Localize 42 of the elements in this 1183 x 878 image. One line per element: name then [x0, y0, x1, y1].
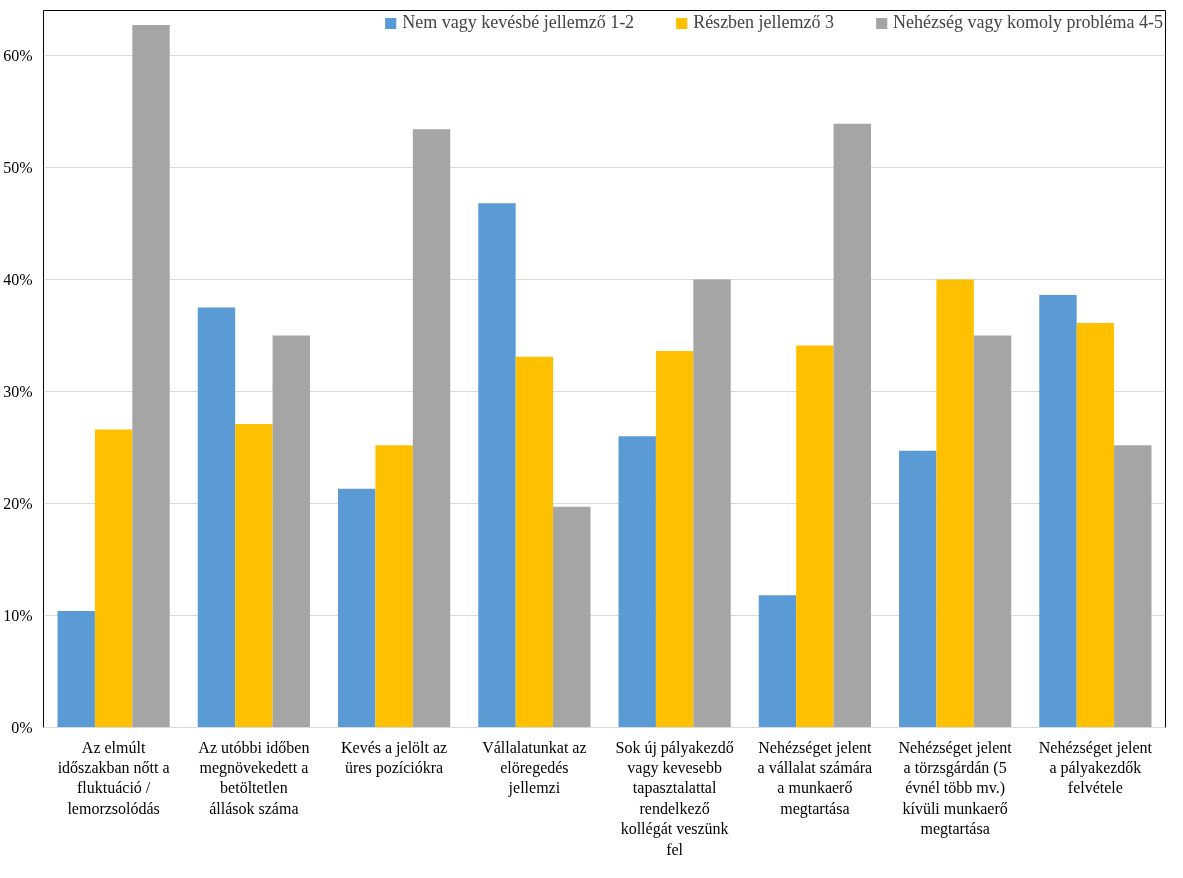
- bar: [338, 488, 376, 728]
- bar: [1039, 295, 1077, 728]
- bar: [94, 429, 133, 728]
- bar: [693, 279, 731, 728]
- bar: [936, 279, 974, 728]
- bar: [478, 203, 516, 728]
- bar: [1076, 323, 1115, 728]
- bar: [57, 610, 95, 728]
- bar: [758, 595, 797, 728]
- x-tick-label: Az utóbbi időben megnövekedett a betöltetlen állások száma: [198, 738, 310, 817]
- legend-label: Nehézség vagy komoly probléma 4-5: [893, 12, 1163, 33]
- bar: [1114, 445, 1152, 728]
- x-tick-label: Nehézséget jelent a törzsgárdán (5 évnél több mv.) kívüli munkaerő megtartása: [898, 738, 1013, 839]
- y-tick-label: 40%: [3, 270, 33, 288]
- y-tick-label: 0%: [11, 719, 33, 736]
- bar: [618, 436, 656, 728]
- x-tick-label: Vállalatunkat az elöregedés jellemzi: [482, 738, 587, 798]
- legend-label: Nem vagy kevésbé jellemző 1-2: [402, 12, 635, 33]
- x-tick-label: Az elmúlt időszakban nőtt a fluktuáció / lemorzsolódás: [57, 738, 170, 817]
- y-tick-label: 20%: [3, 494, 33, 512]
- bar: [375, 445, 413, 728]
- y-tick-label: 50%: [3, 158, 33, 176]
- bar: [132, 25, 170, 728]
- bar: [412, 129, 451, 728]
- bar: [796, 345, 834, 728]
- y-tick-label: 60%: [3, 46, 33, 64]
- x-tick-label: Sok új pályakezdő vagy kevesebb tapasztalattal rendelkező kollégát veszünk fel: [615, 738, 734, 858]
- bar: [272, 335, 310, 728]
- x-tick-label: Kevés a jelölt az üres pozíciókra: [341, 738, 448, 777]
- bar: [515, 356, 554, 728]
- bar: [899, 450, 937, 728]
- bar: [973, 335, 1012, 728]
- bar: [553, 506, 591, 728]
- bar: [197, 307, 236, 728]
- bar: [235, 423, 273, 728]
- legend-label: Részben jellemző 3: [693, 12, 835, 33]
- x-tick-label: Nehézséget jelent a vállalat számára a munkaerő megtartása: [757, 738, 873, 818]
- y-tick-label: 10%: [3, 606, 33, 624]
- bar: [655, 351, 694, 728]
- x-tick-label: Nehézséget jelent a pályakezdők felvétele: [1038, 738, 1153, 797]
- y-tick-label: 30%: [3, 382, 33, 400]
- bar: [833, 123, 871, 728]
